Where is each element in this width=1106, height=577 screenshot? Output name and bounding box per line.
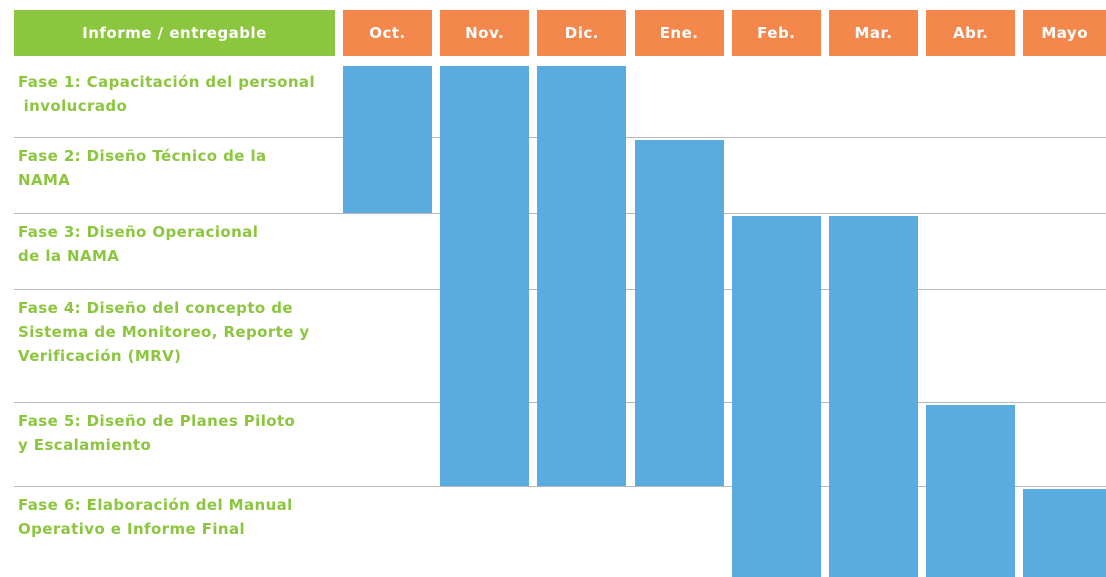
month-header: Nov. — [440, 10, 530, 56]
schedule-cell — [634, 212, 724, 289]
label-line: Fase 4: Diseño del concepto de — [18, 299, 293, 317]
row-label: Fase 6: Elaboración del Manual Operativo … — [18, 493, 338, 541]
row-label: Fase 4: Diseño del concepto de Sistema de… — [18, 296, 338, 368]
schedule-cell — [440, 401, 530, 486]
label-line: y Escalamiento — [18, 436, 152, 454]
schedule-cell — [731, 401, 821, 486]
schedule-cell — [537, 288, 627, 402]
label-line: Fase 3: Diseño Operacional — [18, 223, 259, 241]
schedule-cell — [731, 216, 821, 289]
label-line: Verificación (MRV) — [18, 347, 182, 365]
schedule-cell — [343, 136, 432, 213]
month-header: Mayo — [1023, 10, 1106, 56]
schedule-cell — [343, 66, 432, 137]
schedule-cell — [440, 288, 530, 402]
schedule-cell — [440, 136, 530, 213]
schedule-cell — [829, 216, 918, 289]
header-cell: Informe / entregable — [14, 10, 335, 56]
month-header: Feb. — [731, 10, 821, 56]
month-header: Dic. — [537, 10, 627, 56]
label-line: Fase 2: Diseño Técnico de la — [18, 147, 267, 165]
label-line: Operativo e Informe Final — [18, 520, 246, 538]
schedule-cell — [829, 288, 918, 402]
schedule-cell — [537, 66, 627, 137]
label-line: NAMA — [18, 171, 71, 189]
schedule-cell — [634, 140, 724, 213]
schedule-cell — [731, 485, 821, 577]
schedule-cell — [731, 288, 821, 402]
row-label: Fase 3: Diseño Operacional de la NAMA — [18, 220, 338, 268]
row-label: Fase 1: Capacitación del personal involu… — [18, 70, 338, 118]
schedule-cell — [926, 485, 1016, 577]
schedule-cell — [440, 212, 530, 289]
month-header: Ene. — [634, 10, 724, 56]
schedule-cell — [926, 405, 1016, 486]
label-line: involucrado — [18, 97, 128, 115]
month-header: Abr. — [926, 10, 1016, 56]
label-line: Sistema de Monitoreo, Reporte y — [18, 323, 310, 341]
schedule-cell — [537, 212, 627, 289]
label-line: Fase 1: Capacitación del personal — [18, 73, 315, 91]
schedule-cell — [537, 136, 627, 213]
row-separator — [14, 486, 1106, 487]
schedule-cell — [634, 401, 724, 486]
schedule-cell — [537, 401, 627, 486]
schedule-cell — [440, 66, 530, 137]
month-header: Oct. — [343, 10, 432, 56]
schedule-cell — [829, 485, 918, 577]
schedule-cell — [829, 401, 918, 486]
label-line: Fase 6: Elaboración del Manual — [18, 496, 293, 514]
month-header: Mar. — [829, 10, 918, 56]
row-label: Fase 5: Diseño de Planes Piloto y Escalam… — [18, 409, 338, 457]
schedule-cell — [634, 288, 724, 402]
row-label: Fase 2: Diseño Técnico de la NAMA — [18, 144, 338, 192]
label-line: de la NAMA — [18, 247, 120, 265]
label-line: Fase 5: Diseño de Planes Piloto — [18, 412, 296, 430]
schedule-cell — [1023, 489, 1106, 577]
